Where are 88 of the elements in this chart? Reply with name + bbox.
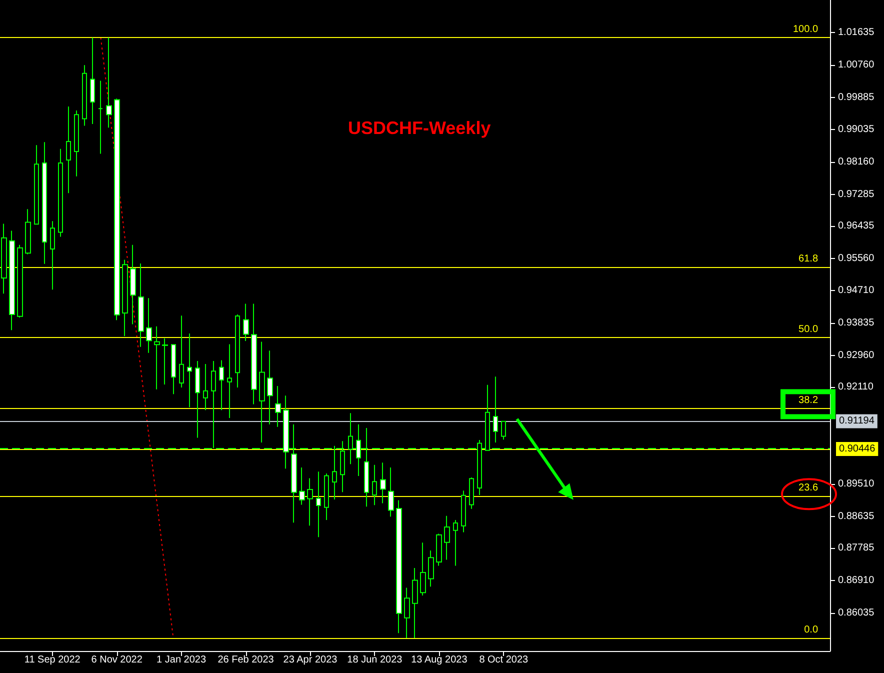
candlestick <box>267 350 273 425</box>
candlestick <box>324 472 329 520</box>
candlestick <box>243 303 249 342</box>
x-tick-label: 23 Apr 2023 <box>283 654 338 666</box>
y-tick-label: 0.93835 <box>838 317 875 328</box>
y-tick-label: 0.97285 <box>838 188 875 200</box>
candlestick <box>146 298 152 354</box>
candlestick <box>66 106 71 194</box>
annotation: 38.2 <box>798 395 818 406</box>
candlestick <box>122 259 128 337</box>
annotation: 50.0 <box>798 324 818 336</box>
candlestick <box>469 477 474 510</box>
x-tick-label: 26 Feb 2023 <box>218 654 274 666</box>
candlestick <box>130 244 136 325</box>
candlestick <box>275 385 281 428</box>
candlestick <box>187 333 192 408</box>
candlestick <box>179 315 184 388</box>
candlestick <box>444 515 450 560</box>
candlestick <box>380 462 386 504</box>
candlestick <box>195 360 200 438</box>
annotation: 23.6 <box>798 482 818 494</box>
candlestick <box>307 478 313 526</box>
text: USDCHF-Weekly <box>348 118 491 138</box>
candlestick <box>203 364 208 411</box>
candlestick <box>453 519 458 566</box>
y-tick-label: 0.89510 <box>838 478 875 490</box>
candlestick <box>396 500 402 634</box>
y-tick-label: 0.92110 <box>838 382 874 393</box>
candlestick <box>25 208 31 255</box>
candlestick <box>138 263 144 348</box>
candlestick <box>58 148 63 238</box>
candlestick <box>1 223 7 294</box>
candlestick <box>50 220 55 290</box>
y-tick-label: 0.98160 <box>838 156 875 168</box>
y-tick-label: 0.87785 <box>838 542 875 554</box>
candlestick <box>420 542 426 596</box>
candlestick <box>372 464 377 506</box>
candlestick <box>42 142 47 264</box>
candlestick <box>227 344 232 418</box>
candlestick <box>106 37 112 128</box>
candlestick <box>17 244 23 318</box>
y-tick-label: 0.99885 <box>838 92 875 104</box>
candlestick <box>9 230 15 331</box>
candlestick <box>436 533 442 566</box>
candlestick <box>98 80 103 154</box>
candlestick <box>316 471 321 538</box>
candlestick <box>114 98 120 321</box>
y-tick-label: 1.01635 <box>838 27 875 38</box>
candlestick <box>171 344 176 395</box>
candlestick <box>412 567 418 638</box>
x-tick-label: 6 Nov 2022 <box>91 654 143 666</box>
y-tick-label: 0.88635 <box>838 510 875 522</box>
x-tick-label: 8 Oct 2023 <box>479 654 529 666</box>
candlestick <box>251 303 257 405</box>
candlestick <box>388 467 394 518</box>
x-tick-label: 11 Sep 2022 <box>24 654 81 666</box>
candlestick <box>154 326 160 390</box>
candlestick <box>34 144 39 225</box>
y-tick-label: 0.94710 <box>838 284 875 296</box>
candlestick <box>162 338 168 385</box>
candlestick <box>428 550 434 588</box>
y-tick-label: 0.86910 <box>838 575 875 586</box>
candlestick <box>404 587 410 638</box>
candlestick <box>235 314 240 388</box>
y-tick-label: 1.00760 <box>838 60 875 71</box>
y-tick-label: 0.96435 <box>838 220 875 232</box>
annotation: 0.0 <box>804 624 818 636</box>
candlestick <box>82 64 87 126</box>
candlestick <box>219 360 224 411</box>
candlestick <box>493 376 498 444</box>
y-tick-label: 0.95560 <box>838 253 875 264</box>
ref-line-label: 0.91194 <box>839 416 875 427</box>
candlestick <box>259 341 265 444</box>
y-tick-label: 0.92960 <box>838 350 875 361</box>
x-tick-label: 18 Jun 2023 <box>347 654 403 666</box>
candlestick <box>299 467 305 506</box>
x-tick-label: 1 Jan 2023 <box>156 654 206 666</box>
candlestick <box>90 37 95 124</box>
candlestick <box>461 490 466 533</box>
candlestick <box>74 110 79 177</box>
candlestick <box>501 420 506 440</box>
annotation: 100.0 <box>792 24 818 36</box>
candlestick <box>211 360 216 449</box>
ref-line-label: 0.90446 <box>839 444 876 455</box>
y-tick-label: 0.86035 <box>838 608 875 619</box>
x-tick-label: 13 Aug 2023 <box>411 654 468 666</box>
annotation: 61.8 <box>798 253 818 264</box>
y-tick-label: 0.99035 <box>838 124 875 135</box>
